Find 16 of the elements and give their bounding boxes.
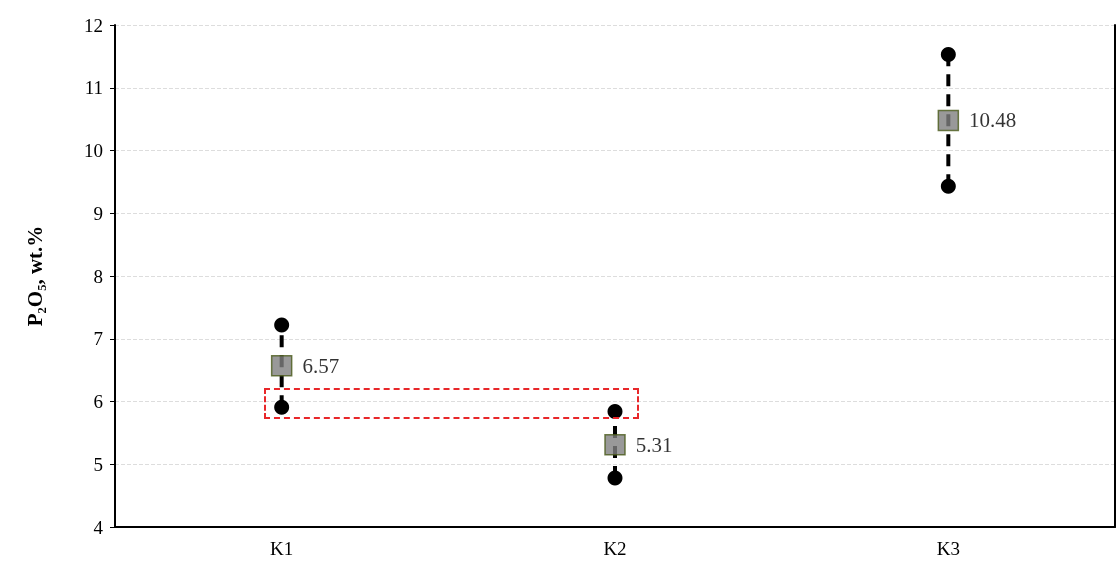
data-label: 6.57 (302, 353, 340, 378)
y-tick-label: 9 (93, 202, 103, 224)
y-tick-label: 8 (93, 265, 103, 287)
y-tick-label: 12 (84, 14, 103, 36)
y-tick-label: 11 (84, 77, 103, 99)
y-tick-label: 10 (84, 140, 103, 161)
y-axis-title: P₂O₅, wt.% (22, 225, 47, 327)
x-tick-label: K3 (936, 538, 960, 559)
y-tick-label: 4 (93, 516, 104, 538)
data-label: 5.31 (635, 432, 673, 457)
y-tick-label: 7 (93, 328, 103, 350)
x-tick-label: K2 (603, 538, 627, 559)
data-label: 10.48 (969, 108, 1017, 133)
y-tick-label: 5 (93, 453, 103, 475)
x-tick-label: K1 (270, 538, 294, 559)
y-tick-label: 6 (93, 391, 103, 412)
